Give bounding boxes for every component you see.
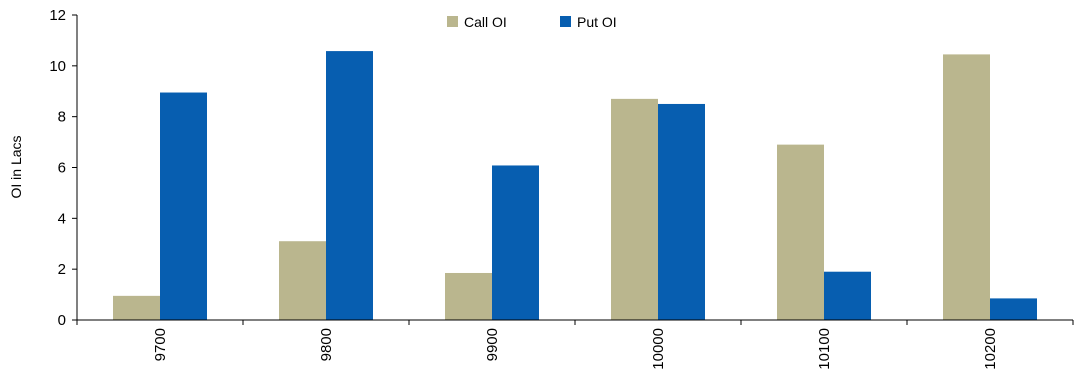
bar-call-oi [943, 54, 990, 320]
x-axis-ticks: 9700 9800 9900 10000 10100 10200 [76, 320, 1074, 370]
bar-put-oi [990, 298, 1037, 320]
legend-swatch [447, 16, 458, 27]
x-tick-label: 10100 [816, 328, 833, 370]
x-tick-label: 10000 [650, 328, 667, 370]
bar-put-oi [492, 165, 539, 320]
bar-call-oi [113, 295, 160, 320]
bars [113, 51, 1037, 320]
y-tick-label: 8 [58, 109, 66, 126]
y-axis-ticks: 0 2 4 6 8 10 12 [49, 7, 77, 329]
bar-call-oi [445, 272, 492, 320]
y-axis-label: OI in Lacs [8, 135, 24, 198]
legend-swatch [560, 16, 571, 27]
y-tick-label: 2 [58, 261, 66, 278]
bar-call-oi [279, 241, 326, 320]
bar-put-oi [326, 51, 373, 320]
y-tick-label: 10 [49, 58, 66, 75]
bar-call-oi [611, 98, 658, 320]
y-tick-label: 0 [58, 312, 66, 329]
x-tick-label: 9700 [152, 328, 169, 361]
bar-put-oi [160, 92, 207, 320]
bar-put-oi [658, 103, 705, 320]
legend-label: Put OI [577, 14, 617, 30]
x-tick-label: 9900 [484, 328, 501, 361]
legend-label: Call OI [464, 14, 507, 30]
bar-call-oi [777, 144, 824, 320]
bar-put-oi [824, 271, 871, 320]
x-tick-label: 9800 [318, 328, 335, 361]
legend: Call OI Put OI [447, 14, 617, 30]
y-tick-label: 4 [58, 210, 66, 227]
y-tick-label: 6 [58, 160, 66, 177]
y-tick-label: 12 [49, 7, 66, 24]
x-tick-label: 10200 [982, 328, 999, 370]
